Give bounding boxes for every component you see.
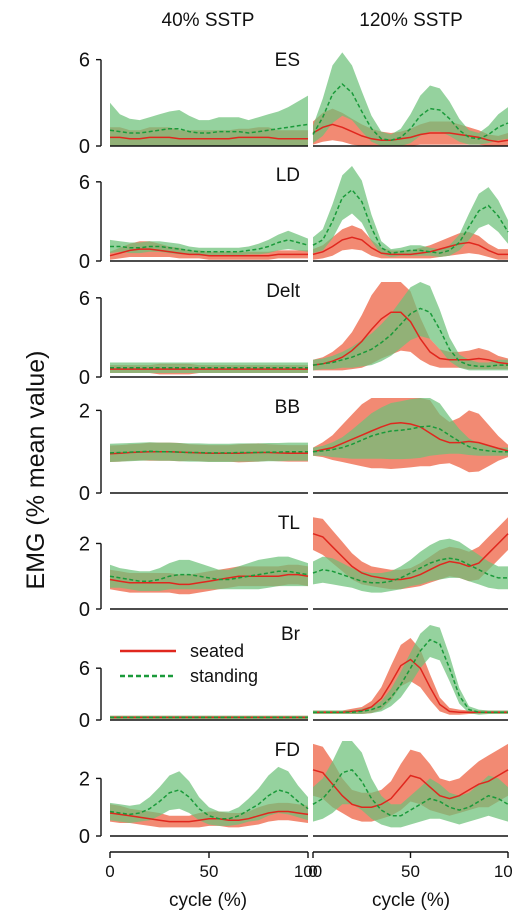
es-low-standing-mean-line: [109, 123, 309, 134]
es-high-standing-mean-line: [312, 83, 509, 141]
panel-bb: 0 2 BB: [79, 397, 509, 505]
x-tick-label: 0: [105, 862, 114, 881]
x-axis-label-low: cycle (%): [169, 890, 247, 911]
x-axes: 050100050100: [105, 851, 512, 881]
es-y-tick-label: 0: [79, 136, 90, 158]
es-high-seated-mean-line: [312, 123, 509, 143]
tl-high-seated-mean-line: [312, 532, 509, 581]
es-y-tick-label: 6: [79, 50, 90, 72]
ld-high-standing-mean-line: [312, 188, 509, 254]
legend-seated-label: seated: [190, 641, 244, 661]
fd-low-standing-sd-band: [110, 766, 308, 826]
panel-fd: 0 2 FD: [79, 740, 509, 848]
panel-tl: 0 2 TL: [79, 513, 509, 621]
ld-low-standing-mean-line: [110, 239, 309, 253]
column-title-low: 40% SSTP: [162, 10, 255, 31]
ld-y-tick-label: 6: [79, 172, 90, 194]
tl-low-seated-mean-line: [109, 573, 309, 586]
bb-high-standing-mean-line: [312, 425, 508, 453]
ld-low-standing-sd-band: [110, 230, 308, 256]
muscle-label-br: Br: [281, 624, 301, 645]
panels: 0 6 ES 0 6 LD 0 6 Delt 0 2 BB 0 2 TL 0 6 Br 0 2 FD: [79, 50, 509, 848]
x-tick-label: 50: [200, 862, 219, 881]
panel-ld: 0 6 LD: [79, 165, 509, 273]
delt-y-tick-label: 0: [79, 367, 90, 389]
column-title-high: 120% SSTP: [359, 10, 463, 31]
delt-high-seated-mean-line: [312, 311, 509, 366]
fd-low-seated-mean-line: [109, 810, 309, 823]
bb-low-standing-mean-line: [109, 450, 308, 454]
delt-y-tick-label: 6: [79, 288, 90, 310]
y-axis-label: EMG (% mean value): [22, 351, 50, 590]
fd-high-seated-mean-line: [312, 769, 509, 808]
ld-y-tick-label: 0: [79, 251, 90, 273]
muscle-label-fd: FD: [275, 740, 300, 761]
x-tick-label: 100: [494, 862, 512, 881]
tl-low-standing-mean-line: [109, 570, 309, 582]
es-high-standing-sd-band: [313, 52, 508, 146]
tl-y-tick-label: 0: [79, 599, 90, 621]
es-low-seated-mean-line: [110, 136, 308, 140]
br-high-standing-mean-line: [313, 638, 508, 713]
x-axis-label-high: cycle (%): [372, 890, 450, 911]
delt-high-standing-sd-band: [313, 282, 508, 371]
muscle-label-ld: LD: [276, 165, 300, 186]
tl-y-tick-label: 2: [79, 533, 90, 555]
legend-standing-label: standing: [190, 666, 258, 686]
fd-high-standing-sd-band: [313, 741, 508, 828]
br-y-tick-label: 6: [79, 658, 90, 680]
ld-high-seated-mean-line: [312, 236, 508, 256]
tl-high-standing-mean-line: [312, 557, 508, 584]
delt-high-standing-mean-line: [312, 307, 508, 368]
tl-high-standing-sd-band: [313, 538, 508, 593]
fd-low-standing-mean-line: [109, 789, 309, 820]
muscle-label-tl: TL: [278, 513, 300, 534]
ld-high-seated-sd-band: [313, 225, 508, 260]
fd-y-tick-label: 0: [79, 826, 90, 848]
bb-low-standing-sd-band: [110, 442, 308, 462]
ld-high-standing-sd-band: [313, 166, 508, 257]
fd-high-standing-mean-line: [312, 768, 509, 817]
bb-high-seated-mean-line: [312, 422, 509, 453]
bb-y-tick-label: 2: [79, 400, 90, 422]
panel-es: 0 6 ES: [79, 50, 509, 158]
muscle-label-delt: Delt: [266, 281, 301, 302]
muscle-label-es: ES: [275, 50, 300, 71]
x-tick-label: 0: [308, 862, 317, 881]
panel-delt: 0 6 Delt: [79, 281, 509, 389]
br-y-tick-label: 0: [79, 710, 90, 732]
x-tick-label: 100: [294, 862, 322, 881]
legend: seated standing: [120, 641, 258, 686]
br-high-standing-sd-band: [313, 625, 508, 715]
x-tick-label: 50: [401, 862, 420, 881]
fd-y-tick-label: 2: [79, 768, 90, 790]
muscle-label-bb: BB: [275, 397, 300, 418]
ld-low-seated-mean-line: [109, 248, 308, 257]
bb-y-tick-label: 0: [79, 483, 90, 505]
panel-br: 0 6 Br: [79, 624, 508, 732]
tl-low-standing-sd-band: [110, 556, 308, 591]
es-low-standing-sd-band: [110, 95, 308, 146]
